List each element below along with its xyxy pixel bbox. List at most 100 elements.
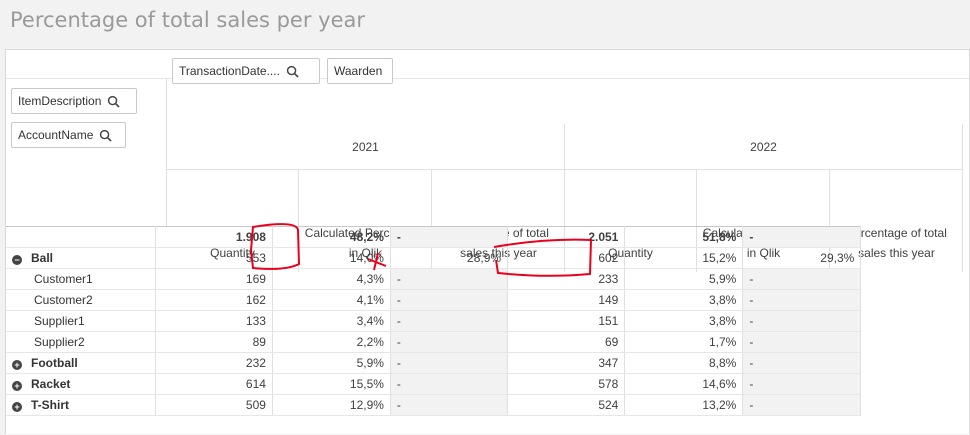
value-cell[interactable]: 8,8% (624, 352, 744, 374)
value-cell[interactable]: 602 (507, 247, 626, 269)
value-cell[interactable]: - (390, 331, 509, 353)
expand-icon[interactable]: + (12, 402, 22, 412)
value-cell[interactable]: - (742, 226, 862, 248)
value-cell[interactable]: - (390, 373, 509, 395)
row-label: Customer1 (34, 272, 93, 286)
pivot-table-panel: ItemDescription AccountName TransactionD… (5, 49, 970, 434)
value-cell[interactable]: 149 (507, 289, 626, 311)
value-cell[interactable]: 578 (507, 373, 626, 395)
row-label: T-Shirt (31, 398, 69, 412)
year-and-measure-headers: 2021 2022 Quantity Calculated Percentage… (167, 124, 970, 272)
row-label-cell[interactable]: + T-Shirt (6, 394, 156, 416)
collapse-icon[interactable]: − (12, 255, 22, 265)
row-label: Supplier1 (34, 314, 85, 328)
page-title: Percentage of total sales per year (10, 8, 366, 32)
value-cell[interactable]: 151 (507, 310, 626, 332)
expand-icon[interactable]: + (12, 381, 22, 391)
value-cell[interactable]: - (742, 289, 862, 311)
value-cell[interactable]: 509 (155, 394, 273, 416)
row-label-cell[interactable]: + Football (6, 352, 156, 374)
value-cell[interactable]: 29,3% (742, 247, 862, 269)
row-label-cell[interactable]: + Racket (6, 373, 156, 395)
value-cell[interactable]: 15,5% (272, 373, 391, 395)
year-header[interactable]: 2021 (167, 124, 565, 170)
value-cell[interactable]: - (742, 394, 862, 416)
table-row: + T-Shirt 509 12,9% -524 13,2% - (6, 394, 969, 416)
value-cell[interactable]: 89 (155, 331, 273, 353)
value-cell[interactable]: - (390, 394, 509, 416)
dimension-label: AccountName (18, 128, 94, 142)
dimension-chip-waarden[interactable]: Waarden (327, 58, 393, 84)
value-cell[interactable]: 133 (155, 310, 273, 332)
row-label-cell[interactable]: Supplier1 (6, 310, 156, 332)
expand-icon[interactable]: + (12, 360, 22, 370)
value-cell[interactable]: 51,8% (624, 226, 744, 248)
table-row: Customer2 162 4,1% -149 3,8% - (6, 289, 969, 311)
value-cell[interactable]: 162 (155, 289, 273, 311)
row-label-cell[interactable]: Customer1 (6, 268, 156, 290)
dimension-chip-itemdescription[interactable]: ItemDescription (11, 88, 137, 114)
value-cell[interactable]: 4,3% (272, 268, 391, 290)
dimension-chip-transactiondate[interactable]: TransactionDate.... (172, 58, 320, 84)
value-cell[interactable]: 3,8% (624, 310, 744, 332)
value-cell[interactable]: 614 (155, 373, 273, 395)
row-label: Racket (31, 377, 71, 391)
value-cell[interactable]: 1,7% (624, 331, 744, 353)
table-row: + Football 232 5,9% -347 8,8% - (6, 352, 969, 374)
table-row: − Ball 553 14,0% 28,9% 602 15,2% 29,3% (6, 247, 969, 269)
value-cell[interactable]: 1.908 (155, 226, 273, 248)
value-cell[interactable]: 14,6% (624, 373, 744, 395)
value-cell[interactable]: - (390, 226, 509, 248)
row-label-cell[interactable]: Supplier2 (6, 331, 156, 353)
value-cell[interactable]: 28,9% (390, 247, 509, 269)
value-cell[interactable]: - (742, 352, 862, 374)
value-cell[interactable]: - (390, 310, 509, 332)
value-cell[interactable]: 69 (507, 331, 626, 353)
value-cell[interactable]: 233 (507, 268, 626, 290)
measure-header[interactable]: Percentage of total sales this year (831, 170, 963, 272)
value-cell[interactable]: 2,2% (272, 331, 391, 353)
value-cell[interactable]: 553 (155, 247, 273, 269)
value-cell[interactable]: 3,4% (272, 310, 391, 332)
row-label: Football (31, 356, 78, 370)
value-cell[interactable]: 169 (155, 268, 273, 290)
column-header-area: TransactionDate.... Waarden (167, 58, 970, 226)
value-cell[interactable]: 48,2% (272, 226, 391, 248)
value-cell[interactable]: 232 (155, 352, 273, 374)
year-header[interactable]: 2022 (565, 124, 963, 170)
row-label-cell[interactable]: Customer2 (6, 289, 156, 311)
value-cell[interactable]: - (742, 310, 862, 332)
dimension-chip-accountname[interactable]: AccountName (11, 122, 126, 148)
value-cell[interactable]: 5,9% (272, 352, 391, 374)
row-dimension-area: ItemDescription AccountName (6, 78, 167, 226)
value-cell[interactable]: - (742, 268, 862, 290)
value-cell[interactable]: 14,0% (272, 247, 391, 269)
row-label: Supplier2 (34, 335, 85, 349)
pivot-data-table: 1.908 48,2% -2.051 51,8% - − Ball 553 14,0% 28,9%… (6, 226, 969, 416)
value-cell[interactable]: 3,8% (624, 289, 744, 311)
value-cell[interactable]: 524 (507, 394, 626, 416)
table-row: + Racket 614 15,5% -578 14,6% - (6, 373, 969, 395)
panel-toolbar (6, 50, 969, 79)
value-cell[interactable]: - (390, 268, 509, 290)
value-cell[interactable]: - (742, 373, 862, 395)
value-cell[interactable]: 13,2% (624, 394, 744, 416)
value-cell[interactable]: 2.051 (507, 226, 626, 248)
row-label-cell[interactable] (6, 226, 156, 248)
search-icon (108, 95, 121, 108)
dimension-label: ItemDescription (18, 94, 102, 108)
search-icon (100, 129, 113, 142)
table-row: Customer1 169 4,3% -233 5,9% - (6, 268, 969, 290)
value-cell[interactable]: - (390, 289, 509, 311)
row-label: Customer2 (34, 293, 93, 307)
value-cell[interactable]: - (390, 352, 509, 374)
value-cell[interactable]: 12,9% (272, 394, 391, 416)
value-cell[interactable]: 15,2% (624, 247, 744, 269)
table-row: 1.908 48,2% -2.051 51,8% - (6, 226, 969, 248)
value-cell[interactable]: - (742, 331, 862, 353)
value-cell[interactable]: 347 (507, 352, 626, 374)
row-label-cell[interactable]: − Ball (6, 247, 156, 269)
dimension-label: TransactionDate.... (179, 64, 280, 78)
value-cell[interactable]: 5,9% (624, 268, 744, 290)
value-cell[interactable]: 4,1% (272, 289, 391, 311)
